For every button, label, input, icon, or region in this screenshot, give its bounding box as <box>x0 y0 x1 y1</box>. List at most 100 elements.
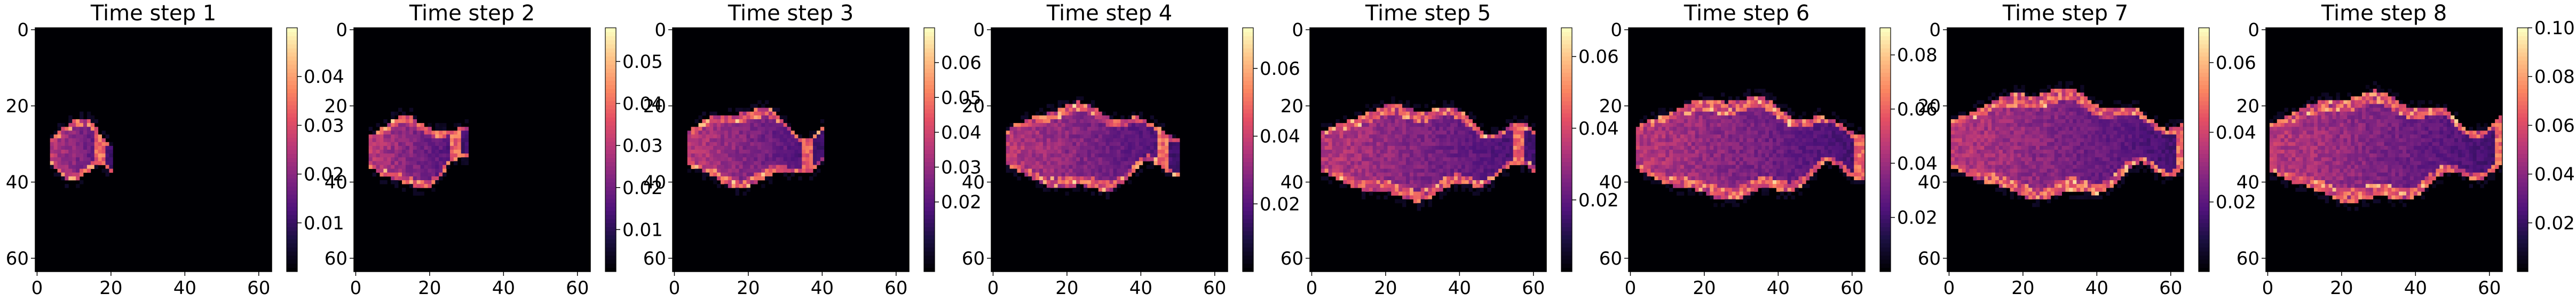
heatmap-cell <box>720 165 725 169</box>
colorbar-segment <box>1880 145 1891 150</box>
heatmap-cell <box>1398 142 1403 146</box>
heatmap-cell <box>1087 168 1092 173</box>
heatmap-cell <box>1369 127 1373 131</box>
heatmap-cell <box>1457 134 1462 139</box>
heatmap-cell <box>1732 100 1736 104</box>
heatmap-cell <box>702 127 706 131</box>
heatmap-cell <box>1424 145 1428 150</box>
heatmap-cell <box>1087 142 1092 146</box>
heatmap-cell <box>746 188 750 192</box>
heatmap-cell <box>1524 123 1528 127</box>
heatmap-cell <box>2002 89 2007 93</box>
heatmap-cell <box>717 123 721 127</box>
heatmap-cell <box>1772 180 1777 184</box>
heatmap-cell <box>1139 119 1143 124</box>
heatmap-cell <box>739 150 743 154</box>
heatmap-cell <box>1046 172 1051 177</box>
heatmap-cell <box>1094 107 1099 112</box>
heatmap-cell <box>1428 123 1432 127</box>
heatmap-cell <box>94 161 99 165</box>
heatmap-cell <box>1109 165 1113 169</box>
heatmap-cell <box>761 150 765 154</box>
heatmap-cell <box>50 165 54 169</box>
heatmap-cell <box>1531 150 1536 154</box>
heatmap-cell <box>1157 150 1161 154</box>
heatmap-cell <box>1858 134 1862 139</box>
heatmap-cell <box>1117 157 1121 161</box>
heatmap-cell <box>401 119 406 124</box>
heatmap-cell <box>387 142 391 146</box>
heatmap-cell <box>1061 145 1065 150</box>
heatmap-cell <box>1347 150 1351 154</box>
heatmap-cell <box>376 150 380 154</box>
heatmap-cell <box>706 119 710 124</box>
heatmap-cell <box>1735 130 1740 135</box>
heatmap-cell <box>698 142 702 146</box>
colorbar-segment <box>287 214 297 219</box>
heatmap-cell <box>50 145 54 150</box>
y-tick-label: 60 <box>1281 248 1303 269</box>
heatmap-cell <box>401 123 406 127</box>
heatmap-cell <box>68 168 73 173</box>
heatmap-cell <box>735 134 739 139</box>
heatmap-cell <box>1076 130 1080 135</box>
heatmap-cell <box>1750 100 1755 104</box>
heatmap-cell <box>442 145 447 150</box>
heatmap-cell <box>1706 161 1710 165</box>
heatmap-cell <box>779 150 784 154</box>
heatmap-cell <box>1743 180 1747 184</box>
heatmap-cell <box>1687 130 1692 135</box>
heatmap-cell <box>1735 100 1740 104</box>
heatmap-cell <box>1524 115 1528 120</box>
heatmap-cell <box>1758 180 1762 184</box>
heatmap-cell <box>1069 142 1073 146</box>
heatmap-cell <box>1091 176 1095 181</box>
heatmap-cell <box>791 157 795 161</box>
heatmap-cell <box>1387 153 1392 158</box>
heatmap-cell <box>1772 172 1777 177</box>
colorbar-segment <box>1243 28 1253 33</box>
heatmap-cell <box>1139 138 1143 143</box>
heatmap-cell <box>750 168 754 173</box>
heatmap-cell <box>439 145 443 150</box>
heatmap-cell <box>1817 107 1821 112</box>
heatmap-cell <box>1465 134 1469 139</box>
heatmap-cell <box>1754 96 1758 101</box>
heatmap-cell <box>735 161 739 165</box>
heatmap-cell <box>1820 161 1825 165</box>
heatmap-cell <box>1717 188 1721 192</box>
heatmap-cell <box>1743 195 1747 200</box>
heatmap-cell <box>1432 127 1436 131</box>
heatmap-cell <box>1761 92 1766 97</box>
heatmap-cell <box>1817 138 1821 143</box>
colorbar-segment <box>287 206 297 211</box>
heatmap-cell <box>750 127 754 131</box>
heatmap-cell <box>1139 134 1143 139</box>
heatmap-cell <box>1024 134 1029 139</box>
heatmap-cell <box>1009 142 1014 146</box>
heatmap-cell <box>742 123 747 127</box>
heatmap-cell <box>1676 130 1681 135</box>
colorbar-segment <box>287 105 297 110</box>
heatmap-cell <box>724 165 729 169</box>
heatmap-cell <box>1372 130 1377 135</box>
heatmap-cell <box>1146 157 1151 161</box>
heatmap-cell <box>1861 134 1866 139</box>
heatmap-cell <box>1395 199 1399 204</box>
heatmap-cell <box>1128 142 1132 146</box>
heatmap-cell <box>1042 130 1047 135</box>
heatmap-cell <box>1439 168 1443 173</box>
heatmap-cell <box>1783 130 1788 135</box>
heatmap-cell <box>1695 130 1699 135</box>
heatmap-cell <box>1087 115 1092 120</box>
heatmap-cell <box>1361 142 1366 146</box>
heatmap-cell <box>1809 130 1814 135</box>
heatmap-cell <box>61 153 65 158</box>
heatmap-cell <box>1809 142 1814 146</box>
heatmap-cell <box>72 176 76 181</box>
heatmap-cell <box>1721 145 1725 150</box>
heatmap-cell <box>1420 111 1425 116</box>
heatmap-cell <box>416 127 421 131</box>
heatmap-cell <box>1654 134 1658 139</box>
heatmap-cell <box>1042 172 1047 177</box>
